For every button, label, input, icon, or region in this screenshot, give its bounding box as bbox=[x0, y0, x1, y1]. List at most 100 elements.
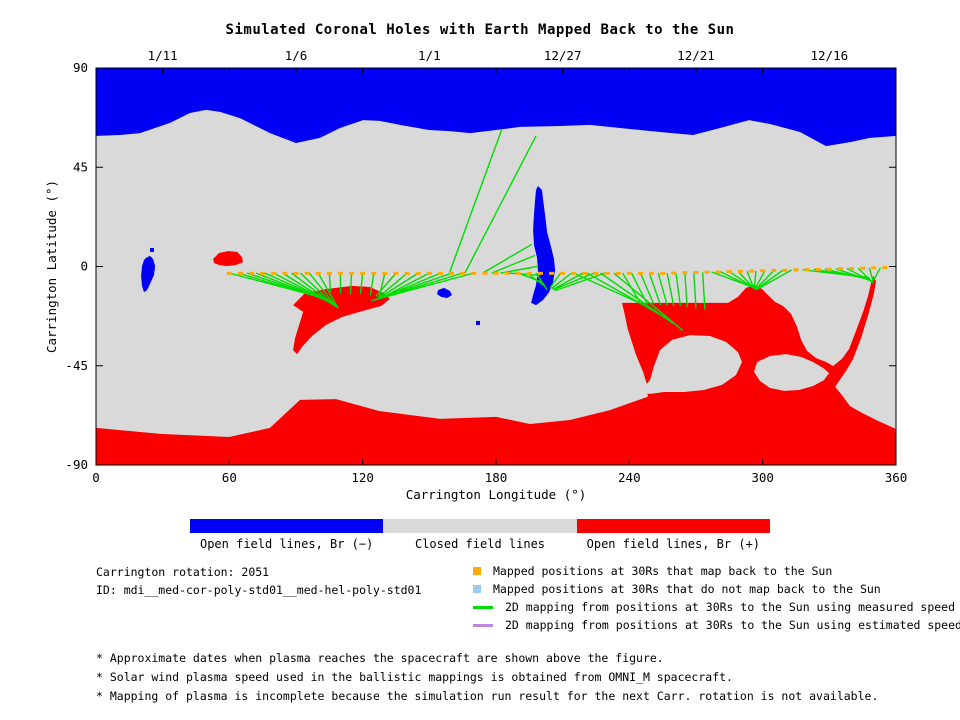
region-negative-hole bbox=[141, 255, 156, 293]
legend-item-measured-speed: 2D mapping from positions at 30Rs to the… bbox=[473, 598, 960, 616]
map-layers bbox=[96, 68, 896, 465]
mapped-position-ok bbox=[593, 271, 599, 275]
mapped-position-ok bbox=[826, 267, 832, 271]
region-closed-patch bbox=[640, 335, 742, 394]
mapping-line-measured bbox=[328, 273, 332, 292]
region-positive-hole bbox=[293, 285, 390, 355]
top-axis-date-label: 12/16 bbox=[811, 48, 849, 63]
mapping-line-measured bbox=[622, 272, 642, 304]
mapping-line-measured bbox=[482, 243, 532, 274]
y-axis-title: Carrington Latitude (°) bbox=[44, 180, 59, 353]
mapping-line-measured bbox=[464, 135, 537, 274]
mapping-line-measured bbox=[746, 270, 755, 289]
mapping-line-measured bbox=[549, 272, 562, 288]
mapped-position-ok bbox=[304, 271, 310, 275]
mapping-line-measured bbox=[369, 273, 375, 296]
region-negative-hole bbox=[531, 186, 556, 306]
mapped-position-ok bbox=[482, 271, 488, 275]
mapping-line-measured bbox=[378, 272, 386, 297]
mapping-line-measured bbox=[613, 272, 684, 331]
mapped-position-ok bbox=[382, 271, 388, 275]
mapped-position-ok bbox=[282, 271, 288, 275]
mapped-position-ok bbox=[537, 271, 543, 275]
mapping-line-measured bbox=[349, 273, 353, 295]
mapped-position-ok bbox=[649, 271, 655, 275]
region-negative-hole bbox=[437, 287, 452, 298]
mapping-line-measured bbox=[630, 272, 648, 305]
y-axis-tick-label: 0 bbox=[80, 259, 88, 274]
x-axis-tick-label: 240 bbox=[618, 470, 641, 485]
mapped-position-ok bbox=[549, 271, 555, 275]
mapping-line-measured bbox=[491, 254, 536, 274]
mapping-line-measured bbox=[509, 272, 540, 277]
mapping-line-measured bbox=[586, 272, 666, 318]
mapping-line-measured bbox=[378, 272, 419, 299]
colorbar-segment-negative bbox=[190, 519, 384, 533]
mapped-position-ok bbox=[715, 270, 721, 274]
mapped-position-ok bbox=[404, 271, 410, 275]
x-axis-tick-label: 180 bbox=[485, 470, 508, 485]
mapping-line-measured bbox=[299, 272, 337, 308]
mapped-ok-swatch-icon bbox=[473, 567, 481, 575]
legend-label: Mapped positions at 30Rs that do not map… bbox=[493, 582, 881, 596]
region-negative-speck bbox=[476, 320, 480, 325]
colorbar-label-negative: Open field lines, Br (−) bbox=[199, 537, 374, 551]
mapped-position-ok bbox=[704, 270, 710, 274]
mapping-line-measured bbox=[868, 267, 875, 283]
mapped-position-ok bbox=[237, 271, 243, 275]
mapping-line-measured bbox=[754, 270, 766, 290]
legend-label: Mapped positions at 30Rs that map back t… bbox=[493, 564, 833, 578]
mapping-line-measured bbox=[684, 273, 688, 308]
x-axis-title: Carrington Longitude (°) bbox=[406, 487, 587, 502]
mapping-line-measured bbox=[701, 272, 706, 310]
mapped-position-ok bbox=[615, 271, 621, 275]
mapped-position-ok bbox=[326, 271, 332, 275]
mapped-position-ok bbox=[837, 267, 843, 271]
mapped-position-ok bbox=[471, 271, 477, 275]
mapped-position-ok bbox=[415, 271, 421, 275]
mapping-line-measured bbox=[526, 272, 546, 287]
mapped-position-ok bbox=[371, 271, 377, 275]
footnote-2: * Solar wind plasma speed used in the ba… bbox=[96, 670, 733, 684]
mapping-line-measured bbox=[846, 267, 873, 283]
top-axis-date-label: 1/1 bbox=[418, 48, 441, 63]
legend-item-mapped-fail: Mapped positions at 30Rs that do not map… bbox=[473, 580, 960, 598]
run-id-text: ID: mdi__med-cor-poly-std01__med-hel-pol… bbox=[96, 583, 422, 597]
mapped-position-ok bbox=[460, 271, 466, 275]
mapped-position-ok bbox=[360, 271, 366, 275]
mapped-position-ok bbox=[437, 271, 443, 275]
mapping-line-measured bbox=[720, 271, 752, 288]
mapped-position-ok bbox=[571, 271, 577, 275]
x-axis-tick-label: 120 bbox=[351, 470, 374, 485]
mapped-position-ok bbox=[349, 271, 355, 275]
mapping-line-measured bbox=[553, 272, 595, 291]
colorbar-label-closed: Closed field lines bbox=[414, 537, 546, 551]
estimated-speed-line-icon bbox=[473, 623, 493, 627]
carrington-rotation-text: Carrington rotation: 2051 bbox=[96, 565, 270, 579]
mapping-line-measured bbox=[552, 272, 584, 291]
mapping-line-measured bbox=[755, 269, 775, 290]
mapped-position-ok bbox=[693, 270, 699, 274]
footnote-3: * Mapping of plasma is incomplete becaus… bbox=[96, 689, 879, 703]
mapped-position-ok bbox=[315, 271, 321, 275]
legend-item-mapped-ok: Mapped positions at 30Rs that map back t… bbox=[473, 562, 960, 580]
top-axis-date-label: 1/11 bbox=[148, 48, 178, 63]
mapped-position-ok bbox=[782, 268, 788, 272]
mapping-line-measured bbox=[675, 273, 682, 307]
mapping-line-measured bbox=[728, 270, 754, 289]
footnote-1: * Approximate dates when plasma reaches … bbox=[96, 651, 664, 665]
mapped-position-ok bbox=[493, 271, 499, 275]
mapped-position-ok bbox=[804, 268, 810, 272]
mapping-line-measured bbox=[317, 272, 339, 309]
mapping-line-measured bbox=[448, 129, 503, 274]
mapping-line-measured bbox=[873, 267, 882, 281]
y-axis-tick-label: -90 bbox=[65, 457, 88, 472]
mapped-position-ok bbox=[449, 271, 455, 275]
region-closed-patch bbox=[838, 276, 896, 428]
mapped-position-ok bbox=[393, 271, 399, 275]
mapped-position-ok bbox=[882, 266, 888, 270]
mapped-position-ok bbox=[637, 271, 643, 275]
mapped-position-ok bbox=[737, 269, 743, 273]
mapped-position-ok bbox=[337, 271, 343, 275]
